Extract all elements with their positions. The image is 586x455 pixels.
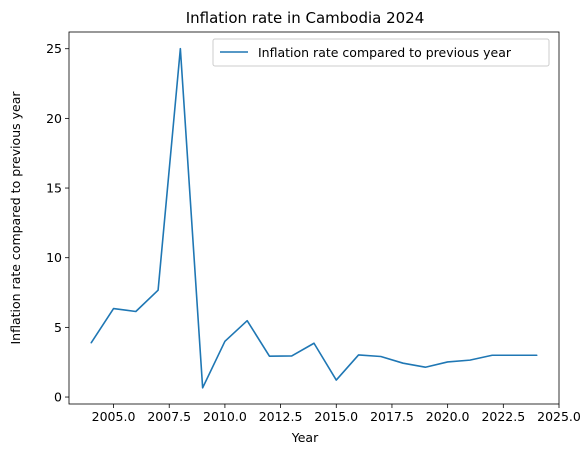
plot-area: 2005.0 2007.5 2010.0 2012.5 2015.0 2017.5 2020… [46, 31, 581, 424]
x-tick-label: 2017.5 [370, 409, 414, 424]
x-tick-label: 2015.0 [314, 409, 358, 424]
y-tick-label: 20 [46, 111, 62, 126]
y-axis: 0 5 10 15 20 25 [46, 41, 69, 405]
y-tick-label: 25 [46, 41, 62, 56]
x-axis: 2005.0 2007.5 2010.0 2012.5 2015.0 2017.5 2020… [92, 404, 581, 424]
y-tick-label: 10 [46, 250, 62, 265]
y-tick-label: 0 [54, 390, 62, 405]
series-layer [90, 47, 538, 389]
chart-title: Inflation rate in Cambodia 2024 [186, 9, 425, 27]
plot-frame [68, 31, 560, 405]
x-tick-label: 2020.0 [426, 409, 470, 424]
x-tick-label: 2025.0 [537, 409, 581, 424]
x-tick-label: 2007.5 [147, 409, 191, 424]
legend-entry-label: Inflation rate compared to previous year [258, 45, 512, 60]
x-tick-label: 2010.0 [203, 409, 247, 424]
series-line [90, 47, 538, 389]
x-tick-label: 2022.5 [481, 409, 525, 424]
x-tick-label: 2012.5 [259, 409, 303, 424]
legend-box [212, 38, 550, 67]
y-tick-label: 5 [54, 320, 62, 335]
y-tick-label: 15 [46, 181, 62, 196]
x-axis-label: Year [291, 430, 319, 445]
x-tick-label: 2005.0 [92, 409, 136, 424]
y-axis-label: Inflation rate compared to previous year [8, 91, 23, 345]
legend: Inflation rate compared to previous year [212, 38, 550, 67]
